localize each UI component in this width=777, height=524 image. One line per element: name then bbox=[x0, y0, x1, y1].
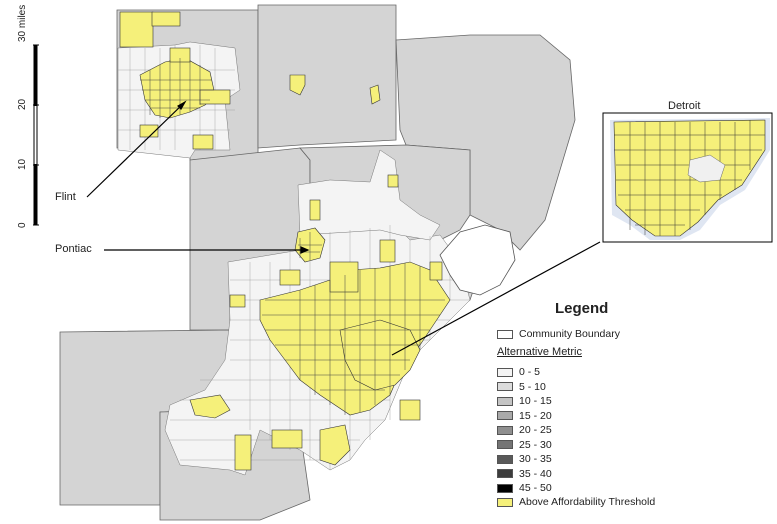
metric-heading: Alternative Metric bbox=[497, 346, 582, 358]
legend-class-row: 5 - 10 bbox=[497, 381, 546, 393]
scale-tick-0: 0 bbox=[17, 222, 28, 228]
legend-class-row: 20 - 25 bbox=[497, 424, 552, 436]
class-swatch bbox=[497, 411, 513, 420]
class-label: 15 - 20 bbox=[519, 409, 552, 422]
flint-patch-nw bbox=[119, 11, 154, 48]
callout-lines bbox=[86, 100, 601, 356]
class-label: 5 - 10 bbox=[519, 380, 546, 393]
class-swatch bbox=[497, 396, 513, 406]
legend-boundary-row: Community Boundary bbox=[497, 328, 620, 340]
tracts-north-oakland bbox=[297, 149, 441, 241]
class-swatch bbox=[497, 454, 513, 464]
class-label: 25 - 30 bbox=[519, 438, 552, 451]
boundary-label: Community Boundary bbox=[519, 328, 620, 340]
class-swatch bbox=[497, 425, 513, 435]
scale-tick-10: 10 bbox=[17, 158, 28, 170]
class-label: 0 - 5 bbox=[519, 366, 541, 378]
legend-class-row: 0 - 5 bbox=[497, 366, 540, 378]
class-label: 20 - 25 bbox=[519, 424, 552, 436]
legend-class-row: 10 - 15 bbox=[497, 395, 552, 407]
flint-label: Flint bbox=[55, 191, 76, 203]
detroit-pointer bbox=[391, 241, 601, 356]
flint-pointer bbox=[86, 101, 186, 198]
county-lapeer bbox=[257, 4, 397, 149]
legend-class-row: 25 - 30 bbox=[497, 439, 552, 451]
detroit-inset bbox=[602, 112, 773, 243]
legend-class-row: 15 - 20 bbox=[497, 410, 552, 422]
boundary-swatch bbox=[497, 329, 513, 339]
class-swatch bbox=[497, 440, 513, 449]
lake-st-clair bbox=[439, 224, 516, 296]
inset-title: Detroit bbox=[668, 100, 701, 112]
class-label: 35 - 40 bbox=[519, 467, 552, 480]
class-label: 10 - 15 bbox=[519, 395, 552, 407]
threshold-swatch bbox=[497, 497, 513, 507]
class-swatch bbox=[497, 367, 513, 377]
class-swatch bbox=[497, 469, 513, 478]
class-swatch bbox=[497, 483, 513, 493]
scale-bar bbox=[33, 44, 39, 226]
legend-class-row: 45 - 50 bbox=[497, 482, 552, 494]
class-label: 45 - 50 bbox=[519, 482, 552, 494]
pontiac-label: Pontiac bbox=[55, 243, 92, 255]
class-label: 30 - 35 bbox=[519, 453, 552, 465]
legend-threshold-row: Above Affordability Threshold bbox=[497, 496, 655, 508]
scale-tick-20: 20 bbox=[17, 98, 28, 110]
core-boundaries bbox=[140, 58, 445, 415]
scale-unit-label: 30 miles bbox=[17, 4, 28, 42]
inset-detroit-fill bbox=[613, 119, 766, 237]
legend-class-row: 30 - 35 bbox=[497, 453, 552, 465]
class-swatch bbox=[497, 382, 513, 391]
legend-title: Legend bbox=[555, 300, 609, 317]
legend-class-row: 35 - 40 bbox=[497, 468, 552, 480]
threshold-label: Above Affordability Threshold bbox=[519, 496, 656, 508]
lapeer-patch bbox=[289, 74, 306, 96]
